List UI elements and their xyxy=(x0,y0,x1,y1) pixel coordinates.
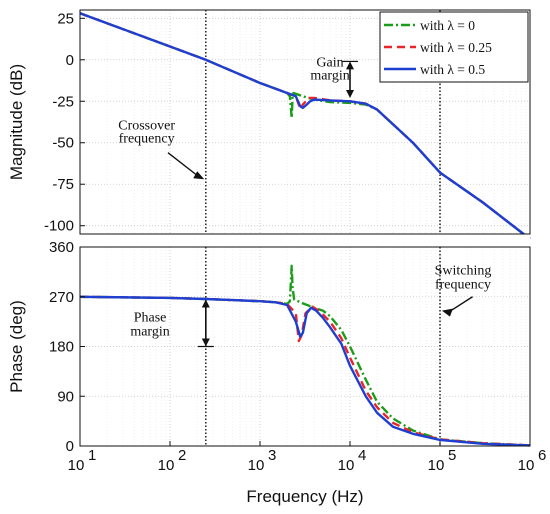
arrowhead xyxy=(441,308,453,317)
x-tick-label: 10 xyxy=(518,457,535,474)
y-axis-label: Phase (deg) xyxy=(7,300,26,393)
panel-gap xyxy=(81,234,530,247)
x-tick-label-exponent: 5 xyxy=(448,447,456,464)
legend-entry-2: with λ = 0.5 xyxy=(420,62,485,77)
annotation-text-0: Gain xyxy=(316,55,343,70)
y-tick-label: 0 xyxy=(66,52,74,69)
series-line-2 xyxy=(79,295,531,447)
x-tick-label-exponent: 1 xyxy=(88,447,96,464)
y-tick-label: 360 xyxy=(49,239,74,256)
y-tick-label: 180 xyxy=(49,339,74,356)
y-tick-label: -100 xyxy=(44,218,74,235)
annotation-text-0: Switching xyxy=(435,264,492,279)
magnitude-plot: 25 0 -25 -50 -75 -100 Magnitude (dB) Gainmargin… xyxy=(7,9,531,240)
y-tick-label: 270 xyxy=(49,289,74,306)
x-tick-label: 10 xyxy=(338,457,355,474)
series-line-2 xyxy=(79,12,531,240)
y-tick-label: 90 xyxy=(57,388,74,405)
annotation-text-2: Crossover xyxy=(118,118,175,133)
arrowhead-down xyxy=(201,338,210,347)
y-tick-label: -50 xyxy=(52,135,74,152)
legend: with λ = 0 with λ = 0.25 with λ = 0.5 xyxy=(379,11,529,83)
x-tick-label: 10 xyxy=(68,457,85,474)
x-axis-label: Frequency (Hz) xyxy=(246,487,363,506)
arrowhead xyxy=(193,171,205,180)
y-tick-label: 25 xyxy=(57,10,74,27)
annotation-text-3: margin xyxy=(130,324,169,339)
legend-entry-0: with λ = 0 xyxy=(420,18,475,33)
y-tick-label: -75 xyxy=(52,176,74,193)
y-axis-label: Magnitude (dB) xyxy=(7,64,26,180)
x-tick-label-exponent: 3 xyxy=(268,447,276,464)
arrowhead-up xyxy=(201,299,210,308)
annotation-text-3: frequency xyxy=(119,132,175,147)
y-tick-label: 0 xyxy=(66,438,74,455)
annotation-text-1: frequency xyxy=(435,277,491,292)
x-tick-label: 10 xyxy=(428,457,445,474)
x-tick-label-exponent: 6 xyxy=(538,447,546,464)
x-tick-label-exponent: 4 xyxy=(358,447,366,464)
arrowhead-down xyxy=(346,89,354,98)
x-tick-label: 10 xyxy=(158,457,175,474)
x-tick-label: 10 xyxy=(248,457,265,474)
x-tick-label-exponent: 2 xyxy=(178,447,186,464)
arrowhead-up xyxy=(346,61,354,70)
y-tick-label: -25 xyxy=(52,93,74,110)
annotation-text-1: margin xyxy=(310,69,349,84)
crossover-arrow xyxy=(167,152,199,177)
legend-entry-1: with λ = 0.25 xyxy=(420,40,492,55)
annotation-text-2: Phase xyxy=(134,311,167,326)
